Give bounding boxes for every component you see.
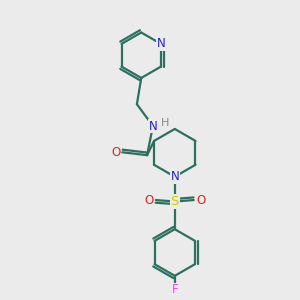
Text: O: O (196, 194, 205, 207)
Text: N: N (148, 119, 157, 133)
Text: N: N (157, 38, 165, 50)
Text: O: O (144, 194, 154, 207)
Text: F: F (172, 283, 178, 296)
Text: O: O (111, 146, 121, 159)
Text: H: H (160, 118, 169, 128)
Text: S: S (171, 195, 179, 208)
Text: N: N (170, 170, 179, 183)
